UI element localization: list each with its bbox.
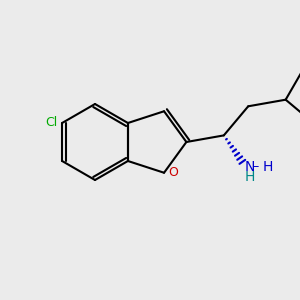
Text: H: H: [244, 170, 255, 184]
Text: O: O: [168, 166, 178, 179]
Text: Cl: Cl: [45, 116, 57, 130]
Text: –: –: [252, 160, 259, 173]
Text: N: N: [244, 160, 255, 174]
Text: H: H: [262, 160, 273, 174]
